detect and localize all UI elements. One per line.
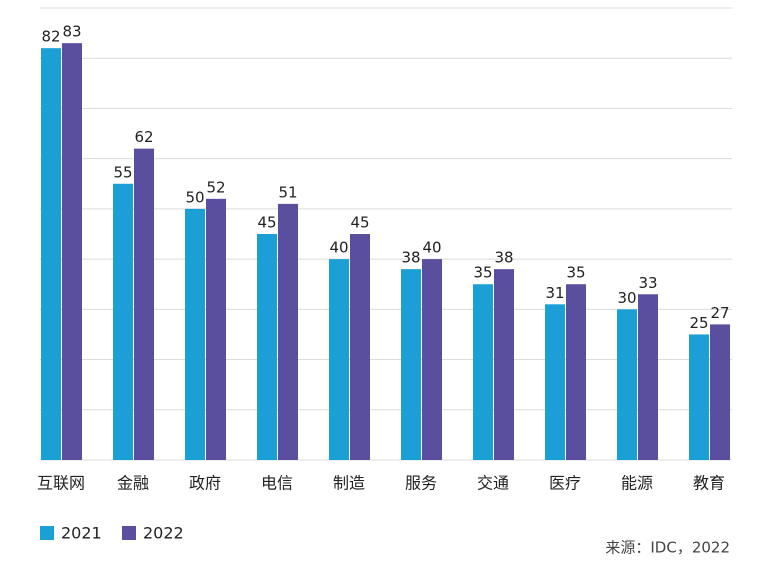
source-note: 来源：IDC，2022 xyxy=(605,539,730,557)
x-tick-label: 交通 xyxy=(477,474,509,493)
bar xyxy=(545,304,565,460)
bar xyxy=(494,269,514,460)
value-label: 25 xyxy=(689,314,708,332)
bar xyxy=(350,234,370,460)
bar xyxy=(113,183,133,460)
bar xyxy=(257,234,277,460)
value-label: 31 xyxy=(545,284,564,302)
bar xyxy=(638,294,658,460)
value-label: 83 xyxy=(62,23,81,41)
value-label: 62 xyxy=(134,128,153,146)
x-tick-label: 互联网 xyxy=(37,474,85,493)
x-tick-label: 服务 xyxy=(405,474,437,493)
legend-label: 2021 xyxy=(61,524,102,543)
bar xyxy=(710,324,730,460)
bar xyxy=(206,198,226,460)
value-label: 38 xyxy=(494,249,513,267)
bar xyxy=(401,269,421,460)
value-label: 35 xyxy=(566,264,585,282)
bar xyxy=(689,334,709,460)
bar xyxy=(62,43,82,461)
bar xyxy=(617,309,637,460)
value-label: 40 xyxy=(329,239,348,257)
bar xyxy=(473,284,493,460)
x-tick-label: 能源 xyxy=(621,474,653,493)
legend-swatch xyxy=(40,526,54,540)
x-tick-label: 金融 xyxy=(117,474,149,493)
x-tick-label: 教育 xyxy=(693,474,725,493)
value-label: 52 xyxy=(206,178,225,196)
value-label: 45 xyxy=(257,214,276,232)
value-label: 30 xyxy=(617,289,636,307)
bar xyxy=(566,284,586,460)
x-tick-label: 制造 xyxy=(333,474,365,493)
legend-label: 2022 xyxy=(143,524,184,543)
bar xyxy=(134,148,154,460)
bar xyxy=(422,259,442,460)
bar xyxy=(329,259,349,460)
value-label: 50 xyxy=(185,188,204,206)
bar xyxy=(41,48,61,461)
value-label: 82 xyxy=(41,28,60,46)
value-label: 45 xyxy=(350,214,369,232)
bar xyxy=(185,208,205,460)
x-tick-label: 医疗 xyxy=(549,474,581,493)
x-tick-label: 政府 xyxy=(189,474,221,493)
value-label: 51 xyxy=(278,183,297,201)
value-label: 35 xyxy=(473,264,492,282)
x-tick-label: 电信 xyxy=(261,474,293,493)
value-label: 33 xyxy=(638,274,657,292)
value-label: 40 xyxy=(422,239,441,257)
value-label: 55 xyxy=(113,163,132,181)
legend-swatch xyxy=(122,526,136,540)
value-label: 38 xyxy=(401,249,420,267)
value-label: 27 xyxy=(710,304,729,322)
bar xyxy=(278,203,298,460)
